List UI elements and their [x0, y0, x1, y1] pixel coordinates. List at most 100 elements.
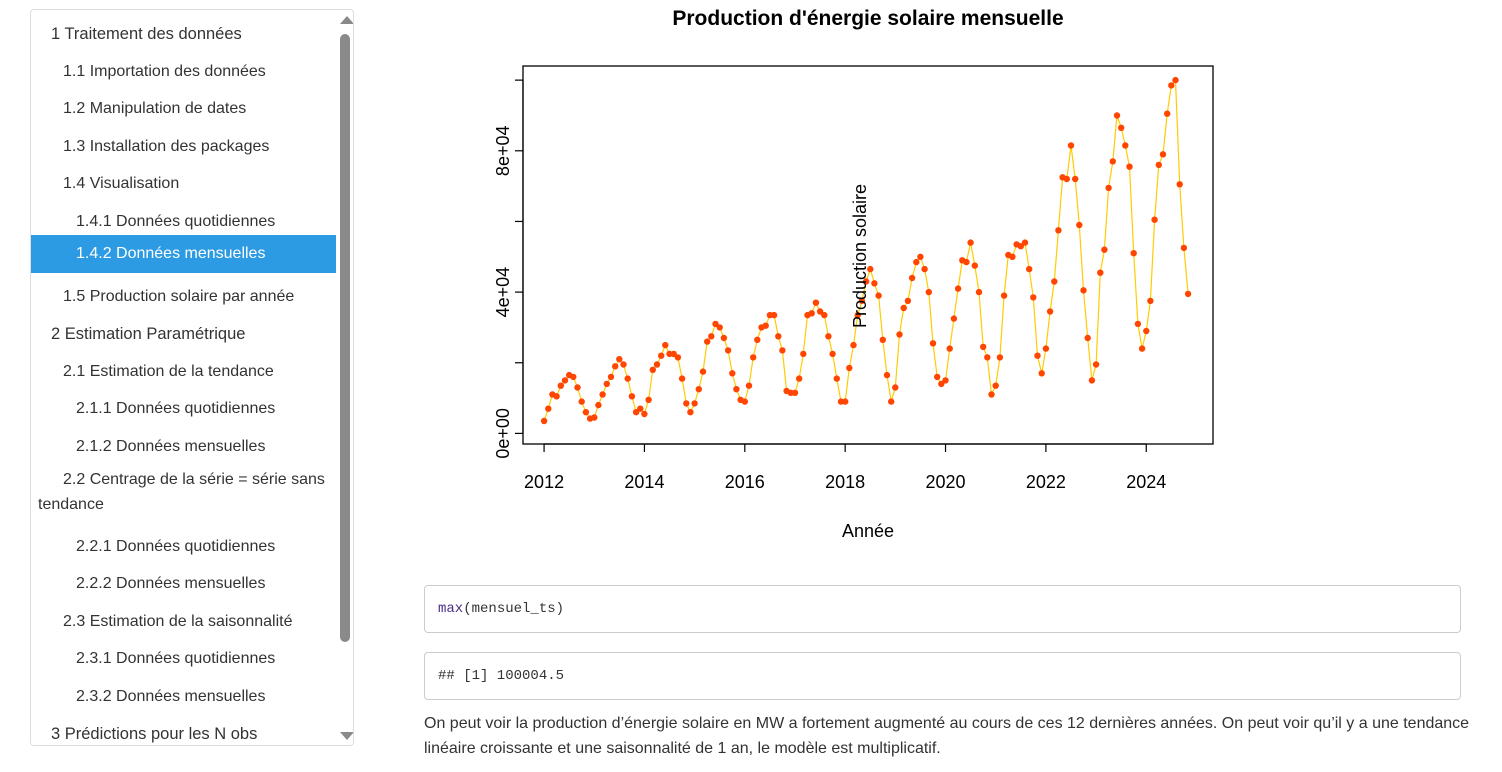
scrollbar-thumb[interactable] — [340, 34, 350, 642]
data-point — [1063, 175, 1070, 183]
data-point — [1034, 352, 1041, 359]
data-point — [1021, 239, 1029, 246]
data-point — [570, 373, 577, 381]
toc-item[interactable]: 2 Estimation Paramétrique — [51, 325, 246, 343]
data-point — [695, 386, 702, 393]
code-input-block[interactable]: max(mensuel_ts) — [424, 585, 1461, 633]
toc-item[interactable]: 2.3 Estimation de la saisonnalité — [63, 613, 293, 630]
data-point — [691, 400, 698, 407]
data-point — [1084, 334, 1091, 342]
data-point — [620, 361, 627, 368]
data-point — [812, 299, 820, 306]
toc-item[interactable]: 2.1.2 Données mensuelles — [76, 438, 266, 455]
data-point — [946, 345, 953, 352]
x-axis-label: Année — [842, 521, 894, 541]
data-point — [683, 400, 690, 407]
scroll-down-arrow-icon[interactable] — [340, 732, 353, 740]
data-point — [1151, 216, 1158, 223]
data-point — [1030, 294, 1037, 301]
data-point — [888, 398, 895, 405]
data-point — [632, 409, 640, 416]
data-point — [762, 322, 769, 329]
data-point — [871, 280, 878, 287]
data-point — [1118, 124, 1125, 131]
scroll-up-arrow-icon[interactable] — [340, 16, 353, 24]
toc-item[interactable]: 1.5 Production solaire par année — [63, 288, 295, 305]
data-point — [842, 398, 849, 405]
toc-item[interactable]: 2.3.1 Données quotidiennes — [76, 650, 276, 667]
x-tick-label: 2014 — [624, 472, 664, 492]
toc-item[interactable]: 1.1 Importation des données — [63, 63, 266, 80]
data-point — [808, 310, 815, 317]
data-point — [741, 398, 748, 405]
toc-item[interactable]: 1.2 Manipulation de dates — [63, 100, 247, 117]
data-point — [641, 410, 648, 418]
data-point — [988, 391, 995, 398]
data-point — [603, 380, 610, 388]
series-points — [540, 76, 1192, 425]
data-point — [984, 354, 991, 361]
data-point — [582, 409, 590, 416]
toc-item[interactable]: 1.4.2 Données mensuelles — [31, 235, 336, 273]
code-output-block: ## [1] 100004.5 — [424, 652, 1461, 700]
data-point — [775, 333, 782, 340]
data-point — [850, 341, 857, 349]
data-point — [1088, 377, 1096, 384]
data-point — [829, 350, 836, 358]
data-point — [658, 352, 665, 359]
data-point — [791, 389, 799, 396]
data-point — [858, 297, 866, 305]
code-arguments: (mensuel_ts) — [463, 601, 565, 617]
data-point — [929, 340, 937, 347]
data-point — [1046, 308, 1054, 315]
data-point — [595, 401, 602, 409]
data-point — [917, 253, 924, 260]
data-point — [854, 311, 861, 319]
data-point — [1164, 110, 1171, 117]
data-point — [908, 274, 916, 282]
data-point — [996, 354, 1004, 361]
data-point — [1159, 151, 1167, 158]
data-point — [934, 373, 941, 381]
data-point — [1101, 246, 1108, 253]
data-point — [1130, 250, 1137, 257]
toc-item[interactable]: 2.2.2 Données mensuelles — [76, 575, 266, 592]
data-point — [833, 375, 840, 382]
toc-item[interactable]: 1.4.1 Données quotidiennes — [76, 213, 276, 230]
data-point — [867, 265, 874, 273]
y-axis: 0e+00 4e+04 8e+04 — [493, 79, 524, 459]
data-point — [992, 382, 999, 389]
x-tick-label: 2020 — [926, 472, 966, 492]
data-point — [1126, 163, 1133, 170]
data-point — [1176, 181, 1183, 188]
chart-title: Production d'énergie solaire mensuelle — [672, 7, 1063, 30]
toc-item[interactable]: 2.1.1 Données quotidiennes — [76, 400, 276, 417]
data-point — [733, 386, 740, 393]
data-point — [649, 366, 656, 373]
toc-item[interactable]: 2.2.1 Données quotidiennes — [76, 538, 276, 555]
data-point — [925, 288, 932, 296]
toc-scrollbar[interactable] — [336, 10, 353, 745]
toc-item[interactable]: 2.3.2 Données mensuelles — [76, 688, 266, 705]
toc-item[interactable]: 3 Prédictions pour les N obs — [51, 725, 258, 743]
data-point — [896, 331, 903, 338]
data-point — [1038, 370, 1045, 377]
data-point — [687, 409, 694, 416]
data-point — [963, 258, 970, 266]
data-point — [779, 347, 786, 354]
data-point — [770, 311, 778, 319]
data-point — [662, 341, 669, 349]
data-point — [754, 336, 761, 343]
toc-item[interactable]: 1.4 Visualisation — [63, 175, 180, 192]
data-point — [1092, 361, 1100, 368]
data-point — [599, 391, 606, 398]
data-point — [1076, 221, 1083, 229]
toc-item[interactable]: 1 Traitement des données — [51, 25, 242, 43]
toc-item[interactable]: 2.1 Estimation de la tendance — [63, 363, 274, 380]
data-point — [674, 354, 682, 361]
toc-item[interactable]: 2.2 Centrage de la série = série sans te… — [38, 471, 325, 513]
data-point — [967, 239, 974, 246]
data-point — [1168, 82, 1175, 89]
toc-item[interactable]: 1.3 Installation des packages — [63, 138, 270, 155]
data-point — [1172, 76, 1179, 84]
